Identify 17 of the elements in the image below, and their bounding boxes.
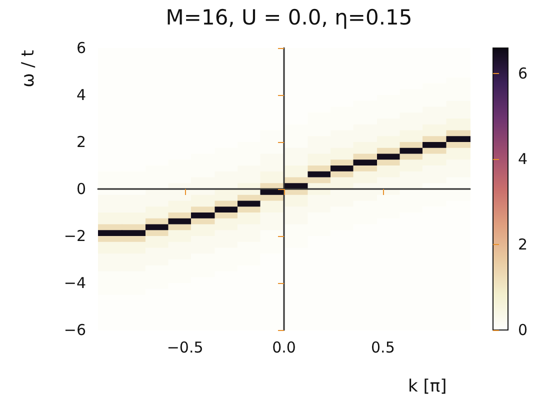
color-bar-label: 0 [518, 321, 528, 339]
x-axis-title: k [π] [408, 376, 447, 396]
y-tick-label: 6 [76, 39, 86, 57]
y-tick-label: 0 [76, 180, 86, 198]
chart-title: M=16, U = 0.0, η=0.15 [166, 6, 412, 30]
color-bar-label: 2 [518, 236, 528, 254]
y-tick-label: −2 [64, 227, 86, 245]
x-tick-label: 0.5 [371, 338, 395, 356]
x-tick-label: 0.0 [272, 338, 296, 356]
color-bar-label: 4 [518, 150, 528, 168]
color-bar-label: 6 [518, 64, 528, 83]
y-tick-label: 2 [76, 133, 86, 151]
x-tick-label: −0.5 [166, 338, 204, 356]
y-tick-label: 4 [76, 86, 86, 104]
y-axis-title: ω / t [18, 50, 38, 88]
y-tick-label: −4 [64, 274, 86, 292]
y-tick-label: −6 [64, 321, 86, 339]
